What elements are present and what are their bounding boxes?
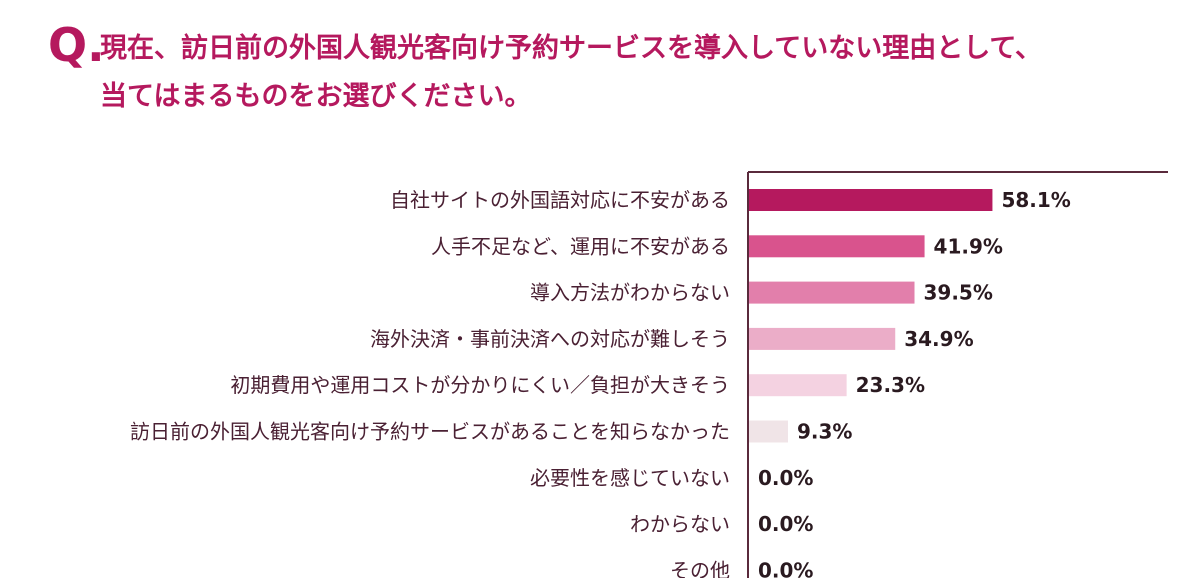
category-label: 人手不足など、運用に不安がある (431, 234, 730, 258)
bar (749, 281, 915, 304)
data-label: 23.3% (856, 373, 925, 397)
data-label: 58.1% (1001, 188, 1070, 212)
category-label: 海外決済・事前決済への対応が難しそう (370, 327, 730, 351)
question-header: Q. 現在、訪日前の外国人観光客向け予約サービスを導入していない理由として、 当… (48, 14, 1168, 124)
bar-chart: 自社サイトの外国語対応に不安がある 58.1% 人手不足など、運用に不安がある 41.… (130, 171, 1168, 578)
category-label: 訪日前の外国人観光客向け予約サービスがあることを知らなかった (130, 420, 730, 444)
data-label: 0.0% (758, 466, 813, 490)
bar (749, 189, 993, 211)
bar (749, 420, 788, 443)
data-label: 39.5% (924, 281, 993, 305)
category-label: その他 (670, 558, 730, 578)
question-mark: Q. (48, 18, 105, 72)
category-label: 必要性を感じていない (530, 466, 730, 490)
category-label: 導入方法がわからない (530, 281, 730, 305)
data-label: 41.9% (934, 234, 1003, 258)
data-label: 0.0% (758, 558, 813, 578)
category-label: わからない (630, 512, 730, 536)
category-label: 初期費用や運用コストが分かりにくい／負担が大きそう (230, 373, 730, 397)
category-label: 自社サイトの外国語対応に不安がある (390, 188, 730, 212)
bar (749, 374, 847, 397)
question-text-line-1: 現在、訪日前の外国人観光客向け予約サービスを導入していない理由として、 (100, 33, 1043, 64)
bar (749, 235, 925, 258)
data-label: 9.3% (797, 420, 852, 444)
data-label: 34.9% (904, 327, 973, 351)
question-text-line-2: 当てはまるものをお選びください。 (100, 81, 532, 112)
data-label: 0.0% (758, 512, 813, 536)
bar (749, 327, 896, 350)
